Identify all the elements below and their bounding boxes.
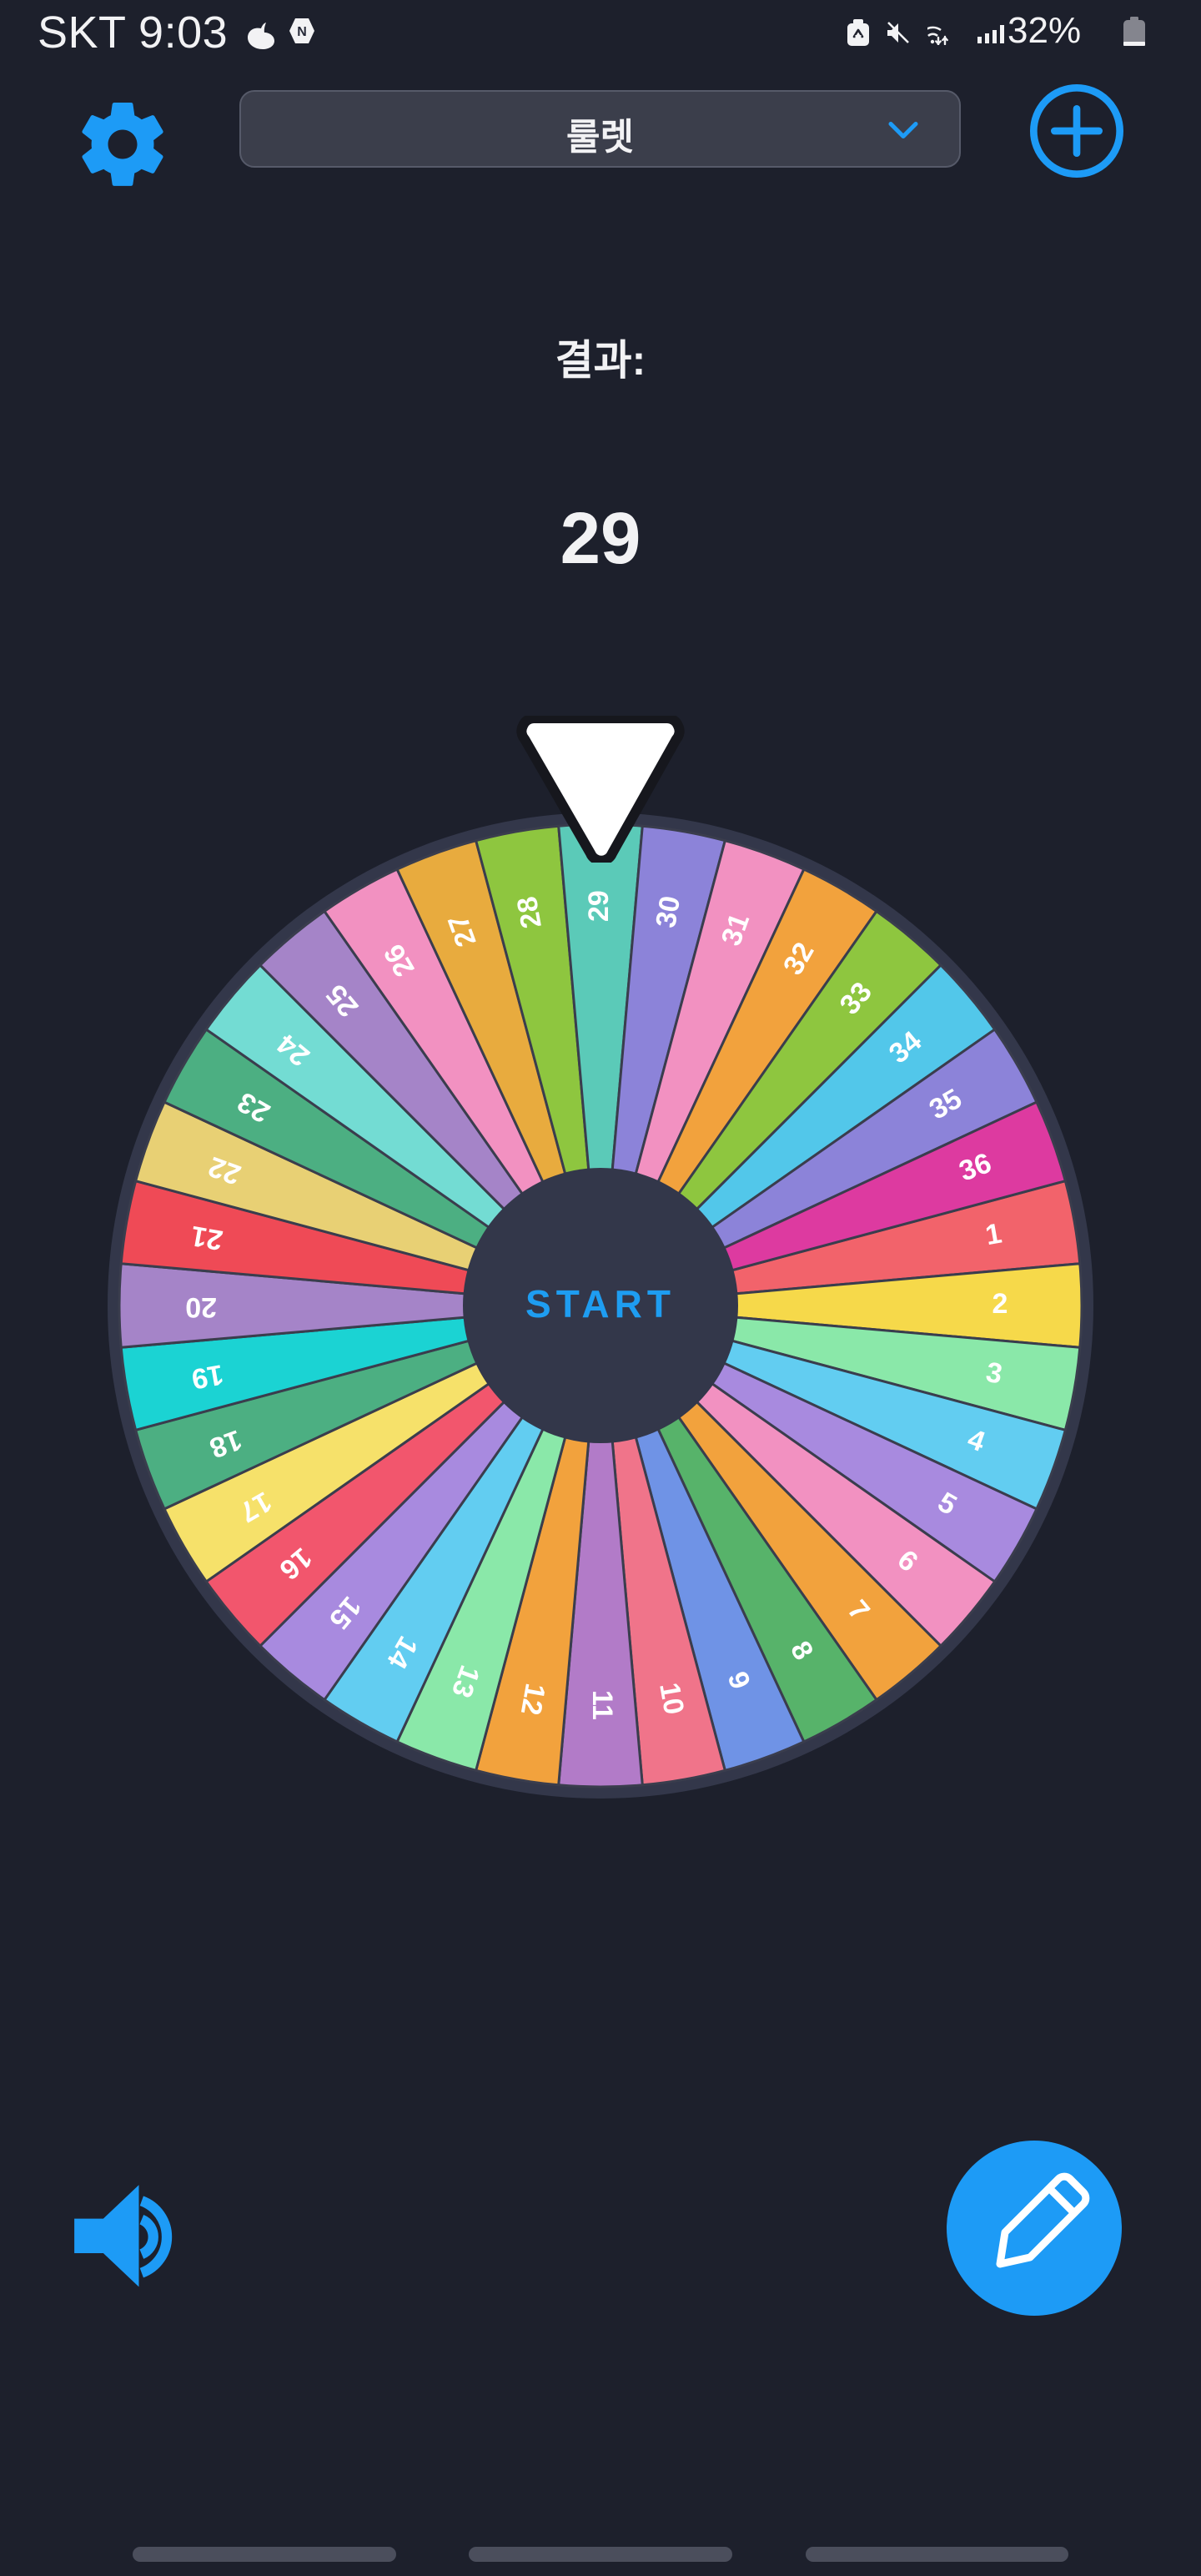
svg-text:11: 11 [586, 1690, 618, 1720]
svg-text:2: 2 [992, 1288, 1008, 1320]
svg-text:28: 28 [511, 894, 548, 931]
svg-text:29: 29 [583, 890, 615, 922]
svg-text:30: 30 [650, 893, 686, 930]
svg-text:N: N [297, 25, 307, 39]
svg-text:12: 12 [515, 1681, 551, 1718]
svg-text:21: 21 [188, 1220, 225, 1256]
svg-text:20: 20 [185, 1291, 217, 1323]
svg-text:10: 10 [653, 1680, 690, 1717]
svg-text:19: 19 [189, 1358, 226, 1395]
svg-text:START: START [525, 1282, 676, 1326]
